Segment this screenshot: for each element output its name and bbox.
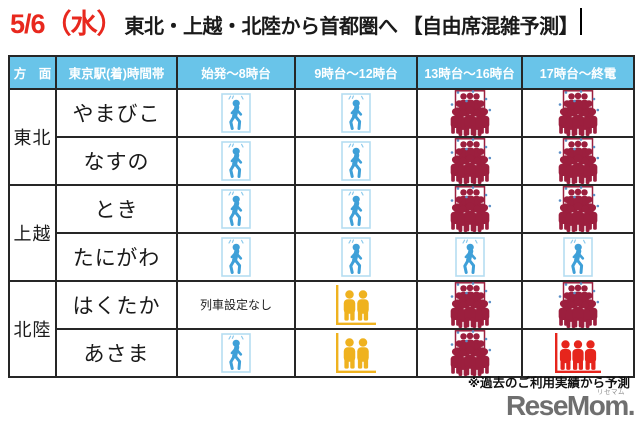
congestion-cell: 列車設定なし bbox=[176, 280, 296, 330]
col-header-station-time: 東京駅(着)時間帯 bbox=[55, 55, 178, 90]
logo-text: ReseMom. bbox=[505, 390, 636, 421]
crowd-icon bbox=[524, 91, 632, 135]
congestion-table: 方 面 東京駅(着)時間帯 始発～8時台 9時台～12時台 13時台～16時台 … bbox=[8, 55, 635, 378]
walking-person-icon bbox=[179, 333, 293, 373]
header-row: 方 面 東京駅(着)時間帯 始発～8時台 9時台～12時台 13時台～16時台 … bbox=[8, 55, 635, 90]
crowd-icon bbox=[524, 283, 632, 327]
table-row: 上越 とき bbox=[8, 184, 635, 282]
congestion-cell bbox=[176, 88, 296, 138]
three-people-icon bbox=[524, 333, 632, 373]
walking-person-icon bbox=[179, 189, 293, 229]
congestion-cell bbox=[521, 328, 635, 378]
crowd-icon bbox=[419, 331, 520, 375]
congestion-cell bbox=[416, 88, 523, 138]
direction-cell-tohoku: 東北 bbox=[8, 88, 57, 186]
crowd-icon bbox=[419, 139, 520, 183]
crowd-icon bbox=[419, 91, 520, 135]
col-header-early: 始発～8時台 bbox=[176, 55, 296, 90]
congestion-cell bbox=[416, 184, 523, 234]
col-header-morning: 9時台～12時台 bbox=[294, 55, 418, 90]
resemom-logo: リセマム ReseMom. bbox=[505, 389, 636, 422]
footnote: ※過去のご利用実績から予測 bbox=[467, 376, 630, 390]
crowd-icon bbox=[524, 139, 632, 183]
congestion-cell bbox=[294, 280, 418, 330]
col-header-afternoon: 13時台～16時台 bbox=[416, 55, 523, 90]
walking-person-icon bbox=[297, 189, 415, 229]
congestion-cell bbox=[176, 136, 296, 186]
direction-cell-hokuriku: 北陸 bbox=[8, 280, 57, 378]
congestion-cell bbox=[294, 232, 418, 282]
train-name-cell: とき bbox=[55, 184, 178, 234]
crowd-icon bbox=[524, 187, 632, 231]
two-people-icon bbox=[297, 333, 415, 373]
col-header-direction: 方 面 bbox=[8, 55, 57, 90]
no-service-label: 列車設定なし bbox=[199, 298, 272, 312]
congestion-cell bbox=[176, 328, 296, 378]
table-row: なすの bbox=[9, 136, 635, 186]
title-text: 東北・上越・北陸から首都圏へ 【自由席混雑予測】 bbox=[124, 16, 579, 38]
congestion-cell bbox=[176, 184, 296, 234]
table-row: あさま bbox=[9, 328, 635, 378]
table-row: たにがわ bbox=[9, 232, 635, 282]
two-people-icon bbox=[297, 285, 415, 325]
congestion-cell bbox=[521, 280, 635, 330]
train-name-cell: はくたか bbox=[55, 280, 178, 330]
congestion-cell bbox=[294, 136, 418, 186]
crowd-icon bbox=[419, 187, 520, 231]
congestion-cell bbox=[521, 184, 635, 234]
walking-person-icon bbox=[524, 237, 632, 277]
congestion-cell bbox=[416, 136, 523, 186]
congestion-cell bbox=[294, 328, 418, 378]
congestion-cell bbox=[416, 232, 523, 282]
walking-person-icon bbox=[297, 93, 415, 133]
walking-person-icon bbox=[419, 237, 520, 277]
page-title: 5/6（水） 東北・上越・北陸から首都圏へ 【自由席混雑予測】 bbox=[10, 2, 583, 41]
train-name-cell: やまびこ bbox=[55, 88, 178, 138]
walking-person-icon bbox=[179, 141, 293, 181]
train-name-cell: なすの bbox=[55, 136, 178, 186]
crowd-icon bbox=[419, 283, 520, 327]
congestion-cell bbox=[176, 232, 296, 282]
train-name-cell: たにがわ bbox=[55, 232, 178, 282]
table-row: 東北 やまびこ bbox=[8, 88, 635, 186]
table-row: 北陸 はくたか 列車設定なし bbox=[8, 280, 635, 378]
congestion-cell bbox=[416, 328, 523, 378]
walking-person-icon bbox=[179, 237, 293, 277]
congestion-cell bbox=[294, 88, 418, 138]
congestion-cell bbox=[521, 232, 635, 282]
direction-cell-joetsu: 上越 bbox=[8, 184, 57, 282]
congestion-cell bbox=[416, 280, 523, 330]
congestion-cell bbox=[294, 184, 418, 234]
walking-person-icon bbox=[297, 141, 415, 181]
walking-person-icon bbox=[297, 237, 415, 277]
logo-ruby-text: リセマム bbox=[597, 389, 625, 396]
text-cursor bbox=[580, 8, 583, 35]
walking-person-icon bbox=[179, 93, 293, 133]
congestion-cell bbox=[521, 136, 635, 186]
col-header-evening: 17時台～終電 bbox=[521, 55, 635, 90]
title-date: 5/6（水） bbox=[10, 9, 124, 39]
congestion-cell bbox=[521, 88, 635, 138]
train-name-cell: あさま bbox=[55, 328, 178, 378]
